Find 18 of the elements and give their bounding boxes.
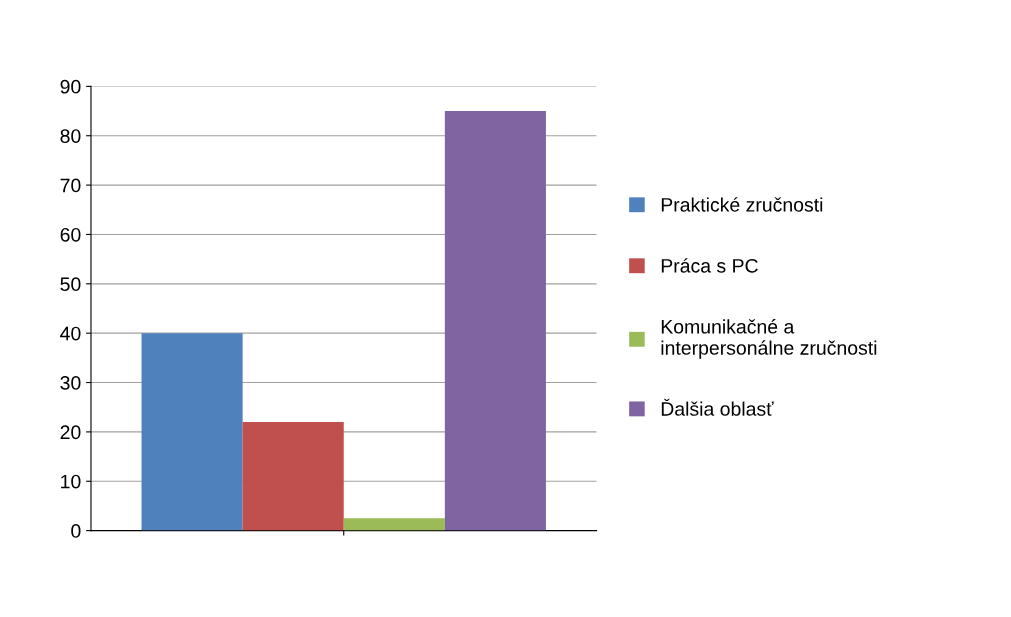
legend-label: Praktické zručnosti xyxy=(661,197,823,212)
y-tick-label: 10 xyxy=(61,474,81,489)
y-tick-label: 20 xyxy=(60,425,81,440)
y-tick-label: 90 xyxy=(60,79,81,94)
bar xyxy=(141,333,243,531)
y-tick-label: 50 xyxy=(60,277,81,292)
y-tick-label: 70 xyxy=(60,178,81,193)
y-tick-label: 40 xyxy=(60,326,81,341)
legend-label: Práca s PC xyxy=(661,258,758,273)
bar xyxy=(242,422,344,531)
y-tick-label: 60 xyxy=(60,227,81,242)
bar xyxy=(343,518,445,531)
legend-label: Ďalšia oblasť xyxy=(661,398,774,416)
y-tick-label: 0 xyxy=(71,524,81,538)
legend-label: Komunikačné a interpersonálne zručnosti xyxy=(661,319,877,359)
y-tick-label: 80 xyxy=(60,129,81,143)
bar xyxy=(444,111,546,531)
y-tick-label: 30 xyxy=(60,376,81,390)
